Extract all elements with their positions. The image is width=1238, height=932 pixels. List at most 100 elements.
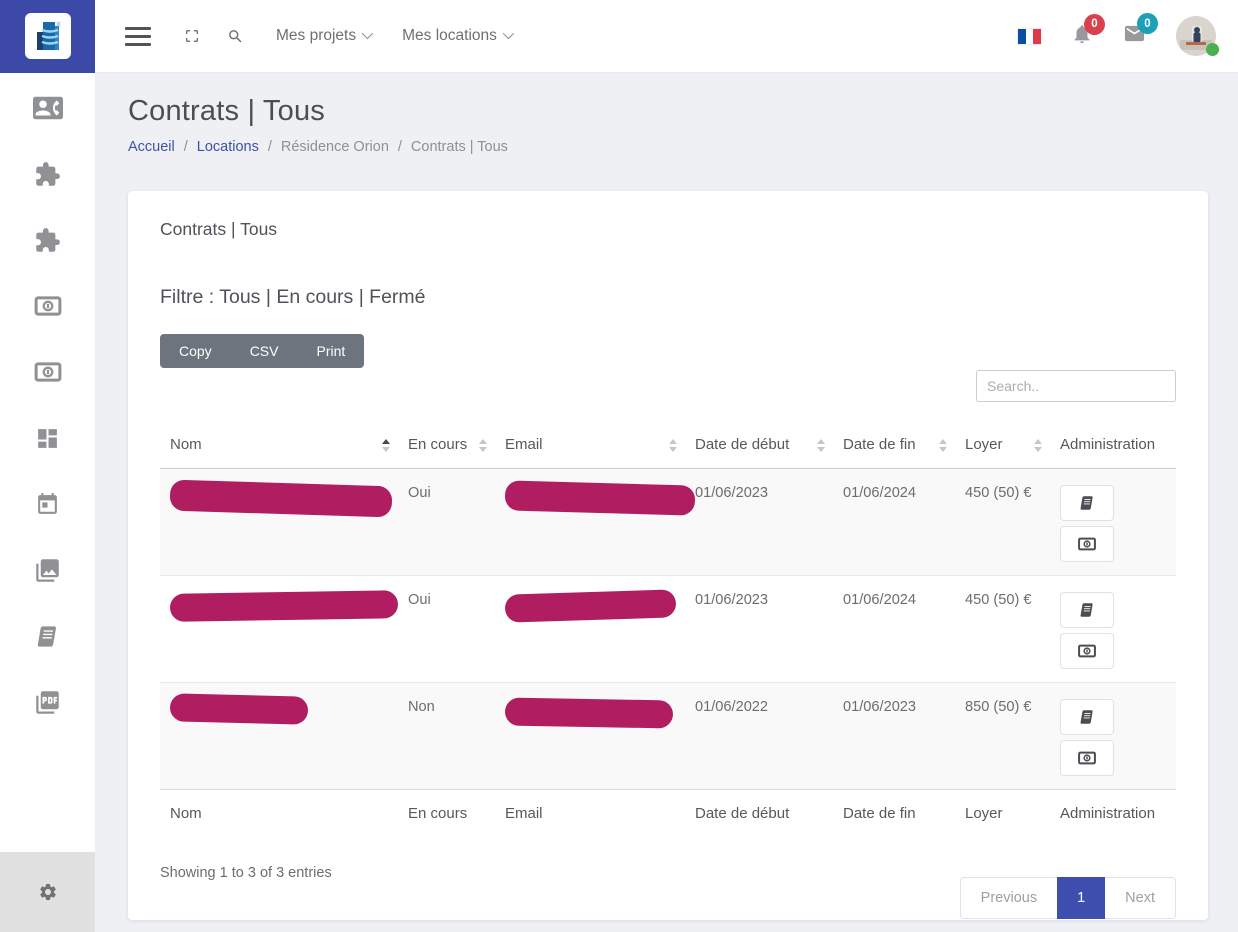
- copy-button[interactable]: Copy: [160, 334, 231, 368]
- french-flag-icon[interactable]: [1018, 28, 1042, 44]
- filter-label: Filtre : Tous | En cours | Fermé: [160, 286, 426, 308]
- table-row: Non 01/06/2022 01/06/2023 850 (50) €: [160, 682, 1176, 790]
- contract-book-button[interactable]: [1060, 592, 1114, 628]
- breadcrumb-current: Contrats | Tous: [410, 139, 508, 155]
- sidebar-item-calendar[interactable]: [0, 471, 95, 537]
- cell-date-debut: 01/06/2023: [695, 485, 769, 501]
- puzzle-icon: [36, 227, 60, 252]
- user-avatar[interactable]: [1176, 16, 1219, 56]
- breadcrumb-accueil[interactable]: Accueil: [128, 139, 175, 155]
- cell-loyer: 450 (50) €: [965, 485, 1032, 501]
- contract-money-button[interactable]: [1060, 633, 1114, 669]
- sidebar-item-contacts[interactable]: [0, 75, 95, 141]
- print-button[interactable]: Print: [297, 334, 364, 368]
- photo-library-icon: [36, 558, 59, 582]
- banknote-icon: [1078, 644, 1096, 658]
- column-header-email[interactable]: Email: [495, 426, 685, 469]
- showing-entries-info: Showing 1 to 3 of 3 entries: [160, 865, 332, 881]
- footer-header-administration: Administration: [1050, 789, 1176, 837]
- nav-dropdown-mes-locations-label: Mes locations: [402, 27, 497, 44]
- contract-money-button[interactable]: [1060, 740, 1114, 776]
- sidebar-item-money-1[interactable]: [0, 273, 95, 339]
- sidebar-item-extension-2[interactable]: [0, 207, 95, 273]
- breadcrumb-separator: /: [183, 139, 188, 155]
- breadcrumb: Accueil / Locations / Résidence Orion / …: [128, 139, 1208, 155]
- book-icon: [1080, 496, 1093, 510]
- app-logo[interactable]: [0, 0, 95, 73]
- chevron-down-icon: [502, 27, 514, 39]
- sort-icon: [669, 438, 677, 452]
- cell-loyer: 850 (50) €: [955, 682, 1050, 790]
- page-1-button[interactable]: 1: [1057, 877, 1106, 919]
- notifications-bell[interactable]: 0: [1071, 13, 1105, 50]
- chevron-down-icon: [361, 27, 374, 39]
- redacted-email: [504, 589, 677, 623]
- footer-header-date-debut: Date de début: [685, 789, 833, 837]
- banknote-icon: [34, 296, 61, 316]
- navbar-right-group: 0 0: [1018, 13, 1238, 56]
- sidebar-item-photos[interactable]: [0, 537, 95, 603]
- breadcrumb-separator: /: [267, 139, 272, 155]
- menu-toggle-icon[interactable]: [125, 26, 151, 46]
- online-status-dot: [1206, 43, 1219, 56]
- redacted-name: [169, 590, 399, 622]
- contract-book-button[interactable]: [1060, 485, 1114, 521]
- notification-count-badge: 0: [1084, 13, 1105, 35]
- contract-book-button[interactable]: [1060, 699, 1114, 735]
- table-row: Oui 01/06/2023 01/06/2024 450 (50) €: [160, 468, 1176, 576]
- contract-money-button[interactable]: [1060, 526, 1114, 562]
- table-search-input[interactable]: [976, 370, 1176, 402]
- dashboard-icon: [38, 428, 57, 448]
- sidebar-item-book[interactable]: [0, 603, 95, 669]
- footer-header-nom: Nom: [160, 789, 398, 837]
- sidebar-item-dashboard[interactable]: [0, 405, 95, 471]
- book-icon: [1080, 603, 1093, 617]
- column-header-nom[interactable]: Nom: [160, 426, 398, 469]
- csv-button[interactable]: CSV: [231, 334, 298, 368]
- cell-en-cours: Non: [398, 682, 495, 790]
- column-header-date-fin[interactable]: Date de fin: [833, 426, 955, 469]
- sidebar-item-pdf[interactable]: [0, 669, 95, 735]
- sort-icon: [479, 438, 487, 452]
- footer-header-loyer: Loyer: [955, 789, 1050, 837]
- column-header-en-cours[interactable]: En cours: [398, 426, 495, 469]
- page-title: Contrats | Tous: [128, 95, 325, 127]
- nav-dropdown-mes-projets-label: Mes projets: [276, 27, 357, 44]
- left-sidebar: [0, 73, 95, 932]
- footer-header-email: Email: [495, 789, 685, 837]
- nav-dropdown-mes-projets[interactable]: Mes projets: [276, 27, 374, 45]
- fullscreen-icon[interactable]: [184, 28, 200, 44]
- column-header-loyer[interactable]: Loyer: [955, 426, 1050, 469]
- book-icon: [37, 625, 56, 647]
- contracts-table: Nom En cours Email Date de début Date de…: [160, 426, 1176, 837]
- footer-header-en-cours: En cours: [398, 789, 495, 837]
- cell-date-fin: 01/06/2024: [833, 575, 955, 683]
- breadcrumb-locations[interactable]: Locations: [196, 139, 259, 155]
- cell-date-fin: 01/06/2024: [843, 485, 917, 501]
- column-header-date-debut[interactable]: Date de début: [685, 426, 833, 469]
- table-row: Oui 01/06/2023 01/06/2024 450 (50) €: [160, 575, 1176, 683]
- pdf-icon: [36, 690, 59, 714]
- calendar-icon: [38, 492, 57, 514]
- messages-envelope[interactable]: 0: [1123, 13, 1158, 50]
- app-logo-icon: [24, 13, 71, 59]
- banknote-icon: [1078, 537, 1096, 551]
- next-page-button[interactable]: Next: [1105, 877, 1176, 919]
- banknote-icon: [34, 362, 61, 382]
- sidebar-item-money-2[interactable]: [0, 339, 95, 405]
- sort-icon: [939, 438, 947, 452]
- nav-dropdown-mes-locations[interactable]: Mes locations: [402, 27, 514, 45]
- book-icon: [1080, 710, 1093, 724]
- puzzle-icon: [36, 161, 60, 186]
- export-button-group: Copy CSV Print: [160, 334, 365, 368]
- footer-header-date-fin: Date de fin: [833, 789, 955, 837]
- pagination: Previous 1 Next: [959, 877, 1176, 919]
- gear-icon: [39, 884, 56, 900]
- sidebar-item-extension-1[interactable]: [0, 141, 95, 207]
- previous-page-button[interactable]: Previous: [959, 877, 1058, 919]
- contacts-icon: [32, 96, 63, 120]
- contracts-card: Contrats | Tous Filtre : Tous | En cours…: [128, 191, 1208, 920]
- sidebar-item-settings[interactable]: [0, 852, 95, 932]
- redacted-name: [169, 479, 393, 518]
- search-icon[interactable]: [227, 28, 244, 45]
